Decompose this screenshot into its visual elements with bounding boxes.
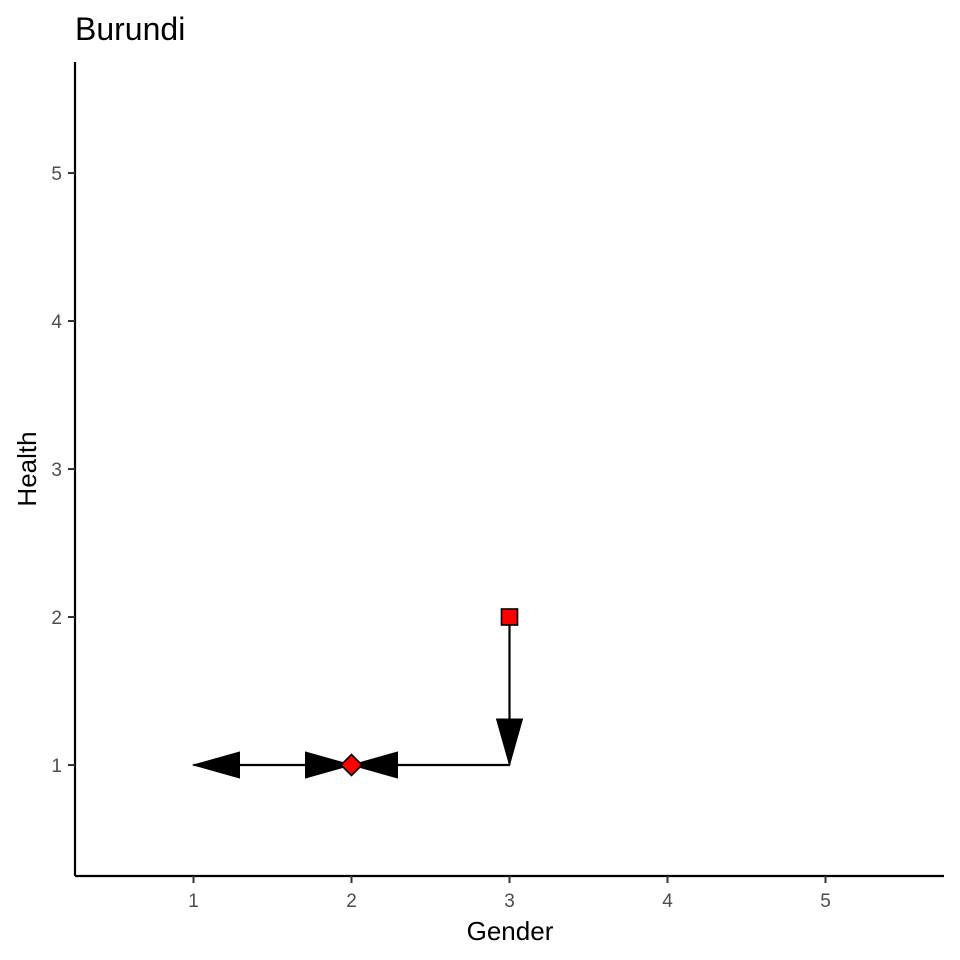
arrow-head bbox=[305, 751, 354, 779]
y-tick-label: 4 bbox=[51, 312, 62, 333]
arrow-head bbox=[495, 718, 524, 767]
y-axis-title: Health bbox=[12, 431, 42, 506]
x-tick-label: 5 bbox=[820, 891, 831, 912]
x-axis-title: Gender bbox=[467, 916, 554, 946]
y-tick-label: 1 bbox=[51, 756, 62, 777]
x-tick-label: 2 bbox=[346, 891, 357, 912]
y-axis-ticks: 1 2 3 4 5 bbox=[51, 164, 75, 777]
x-tick-label: 4 bbox=[662, 891, 673, 912]
x-axis-ticks: 1 2 3 4 5 bbox=[188, 876, 831, 912]
x-tick-label: 3 bbox=[504, 891, 515, 912]
arrow-head bbox=[191, 751, 240, 779]
y-tick-label: 2 bbox=[51, 608, 62, 629]
arrow-head bbox=[349, 751, 398, 779]
data-point-square bbox=[500, 608, 519, 626]
y-tick-label: 3 bbox=[51, 460, 62, 481]
x-tick-label: 1 bbox=[188, 891, 199, 912]
chart-title: Burundi bbox=[75, 11, 185, 47]
data-point-diamond bbox=[339, 753, 364, 777]
plot-area bbox=[191, 608, 524, 779]
y-tick-label: 5 bbox=[51, 164, 62, 185]
